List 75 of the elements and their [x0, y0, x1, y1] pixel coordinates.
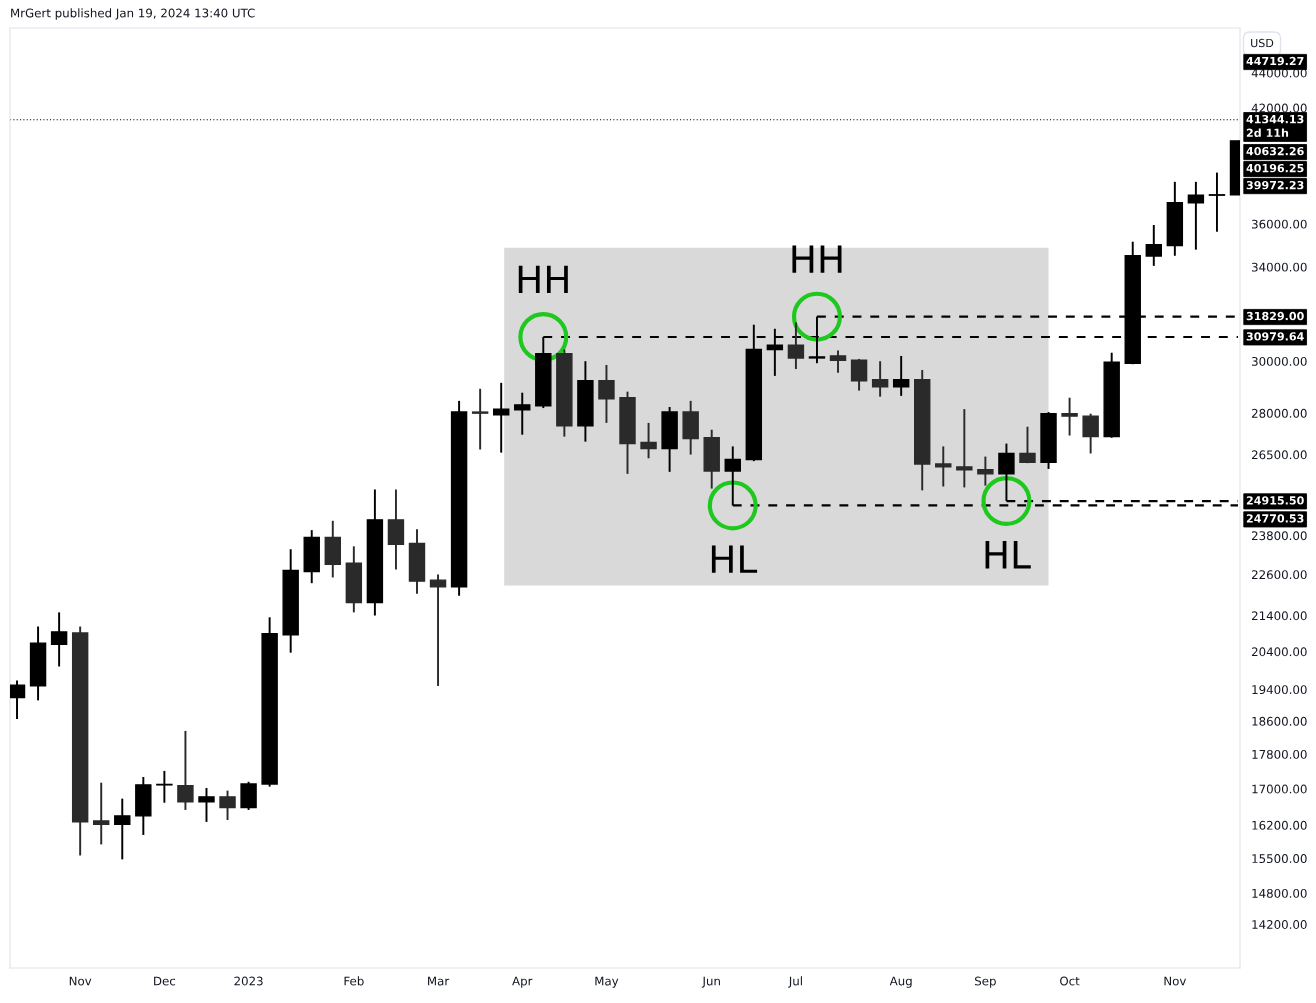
y-tick-label: 42000.00: [1251, 103, 1307, 113]
y-tick-label: 14200.00: [1252, 920, 1307, 929]
candlestick: [10, 679, 26, 721]
x-tick-label: Feb: [344, 976, 364, 986]
candlestick: [1061, 396, 1078, 437]
candlestick: [429, 573, 447, 687]
y-tick-label: 21400.00: [1251, 611, 1307, 621]
text: 39972.23: [1246, 180, 1304, 190]
y-tick-label: 17800.00: [1252, 749, 1307, 759]
candlestick: [829, 349, 847, 374]
x-tick-label: Apr: [512, 976, 533, 988]
candlestick: [956, 408, 973, 489]
x-tick-label: 2023: [234, 976, 263, 986]
x-tick-label: May: [595, 976, 619, 988]
y-tick-label: 17000.00: [1252, 784, 1307, 794]
y-tick-label: 28000.00: [1251, 408, 1307, 418]
candlestick: [492, 381, 510, 454]
y-tick-label: 36000.00: [1252, 219, 1307, 229]
candlestick: [1082, 412, 1099, 455]
candlestick: [514, 391, 531, 436]
candlestick: [1019, 425, 1036, 465]
candlestick: [177, 729, 194, 811]
x-tick-label: Mar: [428, 976, 450, 986]
x-tick-label: Dec: [154, 976, 176, 986]
candlestick: [93, 781, 110, 846]
x-tick-label: Sep: [975, 976, 996, 988]
candlestick: [850, 357, 868, 392]
x-tick-label: Aug: [889, 976, 912, 988]
candlestick: [114, 797, 131, 861]
y-tick-label: 44000.00: [1251, 68, 1307, 78]
x-tick-label: Nov: [1164, 976, 1187, 986]
x-tick-label: Jul: [788, 976, 802, 988]
candlestick: [787, 321, 805, 370]
y-tick-label: 14800.00: [1252, 888, 1307, 898]
candlestick: [471, 387, 489, 451]
candlestick: [198, 786, 215, 823]
candlestick: [219, 789, 236, 822]
candlestick: [598, 364, 615, 424]
y-tick-label: 20400.00: [1251, 647, 1307, 657]
annotation: HH: [792, 245, 842, 273]
y-tick-label: 15500.00: [1252, 854, 1307, 864]
text: 44719.27: [1246, 56, 1304, 66]
text: 40196.25: [1246, 163, 1304, 173]
annotation: 24770.53: [1246, 514, 1304, 523]
y-tick-label: 26500.00: [1251, 450, 1307, 460]
ref-line-label: 41344.13 2d 11h: [1246, 114, 1304, 138]
annotation: 30979.64: [1246, 332, 1304, 341]
annotation: HL: [711, 545, 758, 573]
y-tick-label: 34000.00: [1252, 262, 1307, 272]
y-tick-label: 23800.00: [1251, 531, 1307, 541]
y-tick-label: 19400.00: [1252, 685, 1307, 695]
x-tick-label: Oct: [1060, 976, 1080, 986]
annotation: 24915.50: [1246, 496, 1304, 505]
annotation: HL: [985, 541, 1031, 569]
candlestick: [240, 780, 257, 811]
y-tick-label: 18600.00: [1252, 716, 1307, 726]
candlestick: [50, 611, 68, 668]
candlestick: [156, 769, 173, 804]
y-tick-label: 16200.00: [1252, 820, 1307, 830]
y-tick-label: 30000.00: [1252, 356, 1307, 366]
chart-title: MrGert published Jan 19, 2024 13:40 UTC: [11, 8, 255, 20]
candlestick: [977, 455, 994, 487]
x-tick-label: Nov: [69, 976, 92, 986]
text: USD: [1251, 38, 1274, 48]
annotation: HH: [518, 265, 568, 294]
annotation: 31829.00: [1246, 311, 1304, 321]
candlestick: [1208, 171, 1226, 233]
text: 40632.26: [1246, 146, 1304, 156]
y-tick-label: 22600.00: [1251, 570, 1307, 580]
candlestick: [871, 360, 889, 398]
candlestick: [892, 354, 910, 397]
candlestick: [935, 445, 952, 488]
x-tick-label: Jun: [701, 976, 720, 988]
candlestick: [640, 421, 657, 460]
candlestick: [1145, 224, 1163, 267]
